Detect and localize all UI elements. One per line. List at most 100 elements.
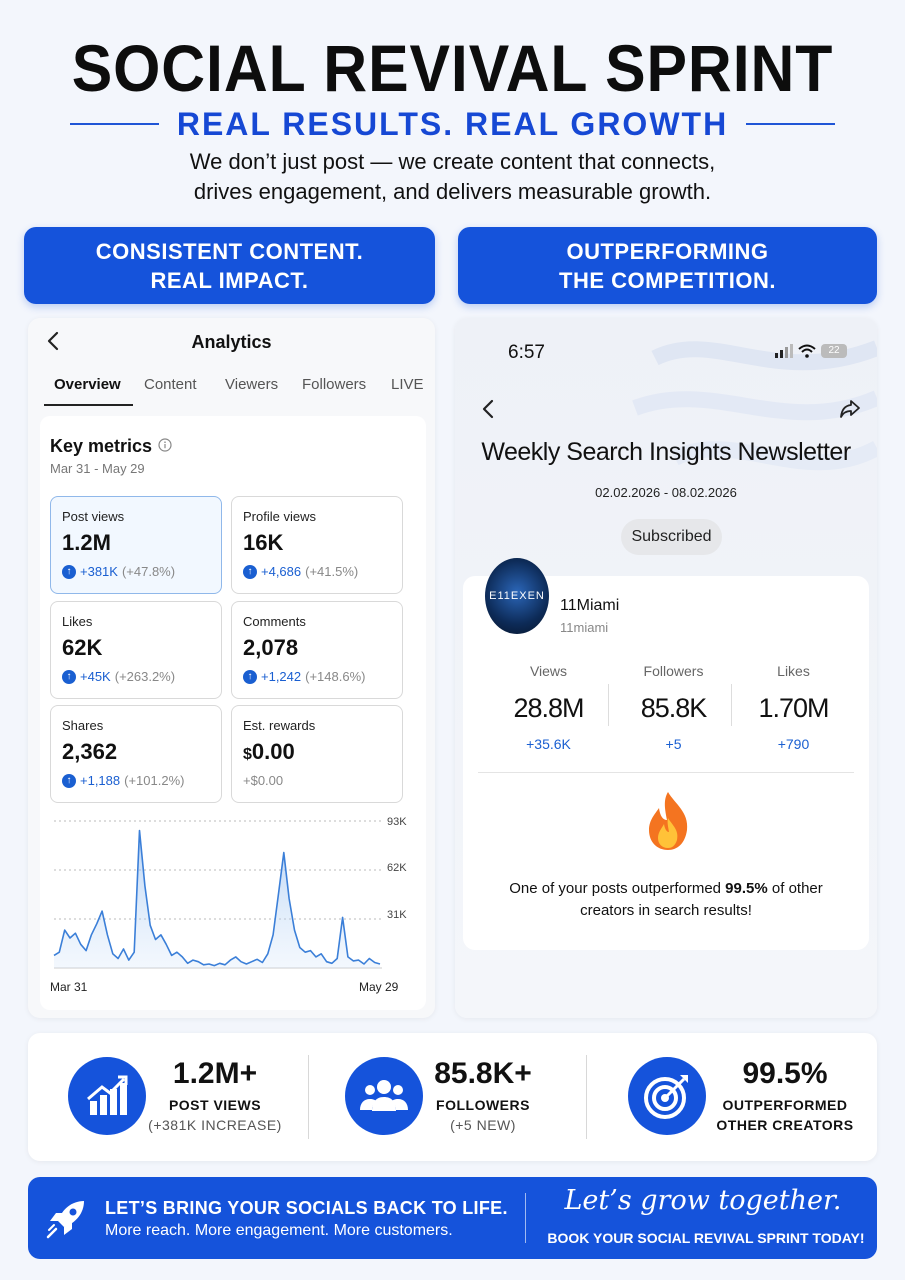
share-icon[interactable] [839, 398, 861, 425]
page-title: SOCIAL REVIVAL SPRINT [71, 31, 834, 105]
footer-cta-banner: LET’S BRING YOUR SOCIALS BACK TO LIFE. M… [28, 1177, 877, 1259]
outperform-message: One of your posts outperformed 99.5% of … [463, 878, 869, 922]
stat-likes: Likes 1.70M +790 [731, 663, 856, 752]
stat-label: Likes [777, 663, 810, 679]
bar-chart-growth-icon [68, 1057, 146, 1135]
delta-percent: (+148.6%) [305, 669, 366, 684]
analytics-title: Analytics [191, 332, 272, 352]
up-arrow-icon: ↑ [62, 773, 76, 788]
metric-value: 1.2M [62, 530, 111, 555]
banner-outperforming: OUTPERFORMING THE COMPETITION. [458, 227, 877, 304]
message-prefix: One of your posts outperformed [509, 880, 726, 897]
summary-stats-bar: 1.2M+ POST VIEWS (+381K INCREASE) 85.8K+… [28, 1033, 877, 1161]
metric-shares[interactable]: Shares 2,362 ↑ +1,188 (+101.2%) [50, 705, 222, 803]
newsletter-date-range: 02.02.2026 - 08.02.2026 [595, 485, 737, 500]
metric-value: 62K [62, 635, 103, 660]
book-sprint-cta[interactable]: BOOK YOUR SOCIAL REVIVAL SPRINT TODAY! [547, 1230, 865, 1246]
footer-subline: More reach. More engagement. More custom… [105, 1222, 453, 1239]
metric-comments[interactable]: Comments 2,078 ↑ +1,242 (+148.6%) [231, 601, 403, 699]
metric-value: 16K [243, 530, 284, 555]
up-arrow-icon: ↑ [243, 669, 257, 684]
summary-sublabel: (+381K INCREASE) [148, 1117, 282, 1133]
post-views-chart: 93K 62K 31K Mar 31 May 29 [50, 816, 407, 994]
search-insights-card: 6:57 22 Weekly Search Insights Newslette… [455, 318, 877, 1018]
metric-label: Profile views [243, 509, 316, 524]
subtitle-rule-left [70, 123, 159, 125]
y-tick-label: 93K [387, 816, 407, 828]
summary-value: 1.2M+ [172, 1057, 258, 1090]
fire-icon [645, 790, 691, 857]
stat-delta: +35.6K [526, 736, 571, 752]
banner-consistent-content: CONSISTENT CONTENT. REAL IMPACT. [24, 227, 435, 304]
metric-est-rewards[interactable]: Est. rewards $0.00 +$0.00 [231, 705, 403, 803]
target-icon [628, 1057, 706, 1135]
tab-overview[interactable]: Overview [54, 376, 121, 393]
banner-left-line-2: REAL IMPACT. [150, 267, 309, 293]
summary-label: OUTPERFORMED [722, 1097, 848, 1113]
metric-likes[interactable]: Likes 62K ↑ +45K (+263.2%) [50, 601, 222, 699]
delta-value: +45K [80, 669, 111, 684]
metric-label: Shares [62, 718, 104, 733]
profile-name: 11Miami [560, 597, 620, 614]
metric-delta: ↑ +4,686 (+41.5%) [243, 564, 391, 579]
banner-left-line-1: CONSISTENT CONTENT. [95, 238, 364, 264]
summary-outperformed: 99.5% OUTPERFORMED OTHER CREATORS [710, 1057, 860, 1133]
banner-right-line-1: OUTPERFORMING [566, 238, 769, 264]
stat-value: 1.70M [758, 693, 829, 723]
summary-sublabel: OTHER CREATORS [716, 1117, 854, 1133]
metric-profile-views[interactable]: Profile views 16K ↑ +4,686 (+41.5%) [231, 496, 403, 594]
metric-value: 2,078 [243, 635, 299, 660]
footer-script-text: Let’s grow together. [564, 1185, 842, 1216]
delta-value: +381K [80, 564, 118, 579]
subscribed-button[interactable]: Subscribed [621, 519, 722, 555]
subtitle-row: REAL RESULTS. REAL GROWTH [70, 104, 835, 144]
stat-delta: +5 [665, 736, 682, 752]
profile-handle: 11miami [560, 620, 609, 635]
subtitle: REAL RESULTS. REAL GROWTH [176, 105, 729, 142]
tagline-line-1: We don’t just post — we create content t… [189, 149, 716, 174]
divider [608, 684, 609, 726]
tab-viewers[interactable]: Viewers [225, 376, 279, 393]
date-range: Mar 31 - May 29 [50, 461, 145, 476]
summary-followers: 85.8K+ FOLLOWERS (+5 NEW) [428, 1057, 538, 1133]
back-arrow-icon[interactable] [481, 398, 495, 425]
status-icons: 22 [775, 344, 847, 358]
summary-label: POST VIEWS [168, 1097, 262, 1113]
rewards-value: 0.00 [251, 739, 295, 764]
key-metrics-panel: Key metrics Mar 31 - May 29 Post views 1… [40, 416, 426, 1010]
summary-sublabel: (+5 NEW) [450, 1117, 516, 1133]
tab-content[interactable]: Content [144, 376, 197, 393]
divider [731, 684, 732, 726]
delta-value: +$0.00 [243, 773, 284, 788]
tagline-line-2: drives engagement, and delivers measurab… [193, 179, 712, 204]
tab-live[interactable]: LIVE [391, 376, 424, 393]
currency-symbol: $ [243, 746, 252, 763]
summary-value: 85.8K+ [434, 1057, 532, 1090]
message-suffix: of other [767, 880, 823, 897]
up-arrow-icon: ↑ [62, 669, 76, 684]
delta-value: +1,242 [261, 669, 302, 684]
newsletter-title: Weekly Search Insights Newsletter [481, 438, 851, 466]
delta-percent: (+263.2%) [114, 669, 176, 684]
summary-label: FOLLOWERS [436, 1097, 530, 1113]
delta-percent: (+47.8%) [121, 564, 176, 579]
footer-headline: LET’S BRING YOUR SOCIALS BACK TO LIFE. [105, 1198, 508, 1218]
avatar[interactable]: E11EXEN [485, 558, 549, 634]
chart-area [54, 830, 380, 968]
users-group-icon [345, 1057, 423, 1135]
delta-value: +4,686 [261, 564, 302, 579]
back-arrow-icon[interactable] [46, 330, 60, 359]
stat-value: 28.8M [513, 693, 584, 723]
info-icon[interactable] [158, 436, 172, 457]
tab-followers[interactable]: Followers [302, 376, 367, 393]
metric-delta: ↑ +1,242 (+148.6%) [243, 669, 391, 684]
metric-delta: ↑ +45K (+263.2%) [62, 669, 210, 684]
x-label-end: May 29 [359, 980, 399, 994]
analytics-card: Analytics Overview Content Viewers Follo… [28, 318, 435, 1018]
divider [308, 1055, 309, 1139]
stat-label: Views [529, 663, 568, 679]
signal-icon [775, 344, 793, 358]
tagline: We don’t just post — we create content t… [0, 147, 905, 207]
metric-post-views[interactable]: Post views 1.2M ↑ +381K (+47.8%) [50, 496, 222, 594]
subtitle-rule-right [746, 123, 835, 125]
